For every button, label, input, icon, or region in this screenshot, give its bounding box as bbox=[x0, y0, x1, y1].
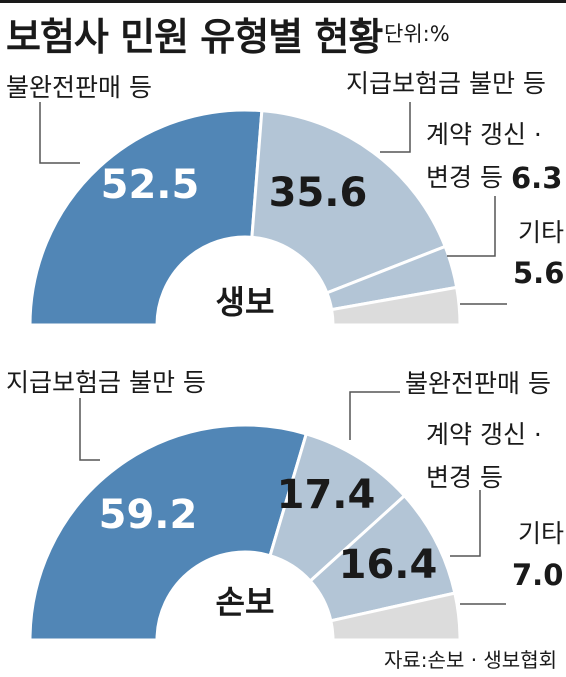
value-life-c: 6.3 bbox=[511, 161, 562, 195]
label-nonlife-c1: 계약 갱신 · bbox=[426, 420, 542, 449]
leader-line-nonlife-a bbox=[79, 398, 100, 461]
slice-life-4 bbox=[329, 285, 462, 327]
label-life-a: 불완전판매 등 bbox=[6, 73, 152, 102]
value-nonlife-b: 17.4 bbox=[277, 472, 376, 518]
label-life-c2: 변경 등 bbox=[426, 163, 503, 192]
nonlife-leader-lines bbox=[79, 391, 506, 605]
leader-line-nonlife-c bbox=[450, 490, 481, 557]
center-label-nonlife: 손보 bbox=[216, 583, 275, 621]
slice-life-1 bbox=[28, 108, 264, 327]
value-life-b: 35.6 bbox=[269, 170, 368, 216]
label-life-d: 기타 bbox=[518, 218, 564, 247]
label-life-b: 지급보험금 불만 등 bbox=[346, 69, 546, 98]
slice-nonlife-4 bbox=[329, 591, 462, 642]
leader-line-life-a bbox=[39, 102, 80, 164]
value-nonlife-c: 16.4 bbox=[339, 542, 438, 588]
leader-line-nonlife-b bbox=[349, 391, 400, 440]
nonlife-slices bbox=[28, 423, 462, 642]
life-leader-lines bbox=[39, 102, 507, 305]
label-life-c1: 계약 갱신 · bbox=[426, 120, 542, 149]
slice-nonlife-1 bbox=[28, 423, 309, 642]
nonlife-insurance-chart: 지급보험금 불만 등 불완전판매 등 계약 갱신 · 변경 등 기타 7.0 5… bbox=[6, 368, 564, 642]
unit-label: 단위:% bbox=[384, 22, 450, 46]
life-insurance-chart: 불완전판매 등 지급보험금 불만 등 계약 갱신 · 변경 등 6.3 기타 5… bbox=[6, 69, 564, 327]
label-nonlife-a: 지급보험금 불만 등 bbox=[6, 368, 206, 397]
top-rule bbox=[0, 0, 566, 3]
center-label-life: 생보 bbox=[216, 283, 275, 321]
value-nonlife-a: 59.2 bbox=[99, 492, 198, 538]
chart-title: 보험사 민원 유형별 현황 bbox=[6, 15, 383, 59]
slice-life-2 bbox=[250, 109, 448, 295]
value-life-d: 5.6 bbox=[513, 256, 564, 290]
source-note: 자료:손보 · 생보협회 bbox=[384, 648, 558, 672]
leader-line-life-c bbox=[447, 196, 496, 257]
label-nonlife-b: 불완전판매 등 bbox=[405, 369, 551, 398]
leader-line-life-b bbox=[380, 102, 411, 153]
value-life-a: 52.5 bbox=[101, 162, 200, 208]
value-nonlife-d: 7.0 bbox=[512, 558, 563, 592]
label-nonlife-d: 기타 bbox=[518, 519, 564, 548]
life-slices bbox=[28, 108, 462, 327]
label-nonlife-c2: 변경 등 bbox=[426, 463, 503, 492]
